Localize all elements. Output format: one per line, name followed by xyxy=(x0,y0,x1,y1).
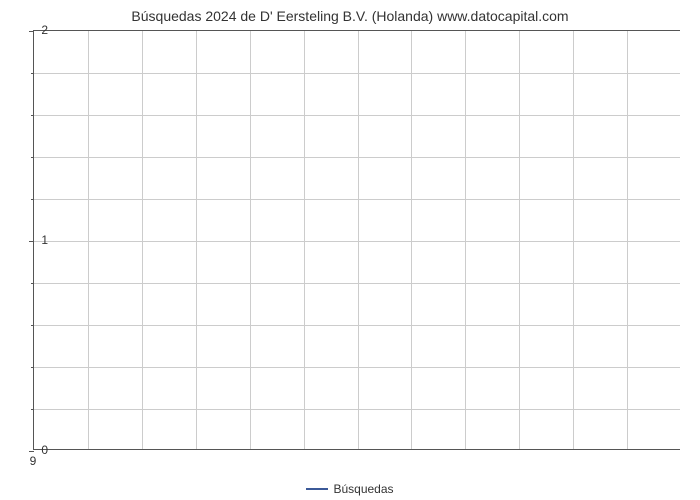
gridline-v xyxy=(196,31,197,449)
gridline-v xyxy=(627,31,628,449)
ytick-label: 0 xyxy=(41,443,48,457)
ytick-minor xyxy=(31,409,34,410)
ytick-minor xyxy=(31,73,34,74)
plot-area xyxy=(33,30,680,450)
gridline-v xyxy=(358,31,359,449)
ytick-minor xyxy=(31,115,34,116)
ytick-minor xyxy=(31,199,34,200)
ytick-label: 2 xyxy=(41,23,48,37)
chart-container: Búsquedas 2024 de D' Eersteling B.V. (Ho… xyxy=(0,0,700,500)
legend-label: Búsquedas xyxy=(333,482,393,496)
ytick-minor xyxy=(31,157,34,158)
gridline-v xyxy=(411,31,412,449)
gridline-v xyxy=(304,31,305,449)
xtick-label: 9 xyxy=(30,454,37,468)
ytick-minor xyxy=(31,367,34,368)
ytick-minor xyxy=(31,325,34,326)
gridline-v xyxy=(142,31,143,449)
legend: Búsquedas xyxy=(0,481,700,496)
gridline-v xyxy=(519,31,520,449)
gridline-v xyxy=(465,31,466,449)
gridline-v xyxy=(88,31,89,449)
legend-line-swatch xyxy=(306,488,328,490)
ytick-major xyxy=(29,451,34,452)
ytick-label: 1 xyxy=(41,233,48,247)
chart-title: Búsquedas 2024 de D' Eersteling B.V. (Ho… xyxy=(0,8,700,24)
ytick-minor xyxy=(31,283,34,284)
ytick-major xyxy=(29,31,34,32)
gridline-v xyxy=(573,31,574,449)
ytick-major xyxy=(29,241,34,242)
gridline-v xyxy=(250,31,251,449)
